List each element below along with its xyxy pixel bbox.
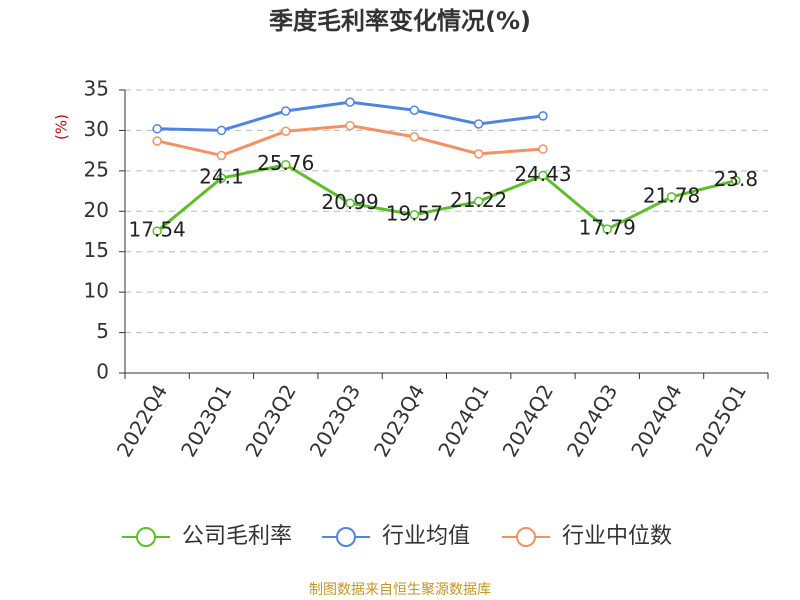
data-label: 24.43	[514, 162, 571, 186]
x-tick-label: 2024Q3	[562, 380, 622, 461]
chart-title: 季度毛利率变化情况(%)	[269, 7, 531, 35]
x-tick-label: 2023Q3	[305, 380, 365, 461]
data-label: 19.57	[386, 201, 443, 225]
data-point	[152, 124, 162, 134]
legend-label: 行业中位数	[562, 524, 672, 549]
legend-label: 行业均值	[382, 524, 470, 549]
y-tick-label: 5	[96, 319, 109, 343]
data-label: 20.99	[321, 190, 378, 214]
source-note: 制图数据来自恒生聚源数据库	[309, 582, 491, 598]
data-label: 21.78	[643, 183, 700, 207]
x-tick-label: 2024Q2	[498, 380, 558, 461]
data-label: 23.8	[714, 167, 759, 191]
data-label: 24.1	[199, 165, 244, 189]
data-point	[538, 111, 548, 121]
series-line	[156, 163, 737, 233]
data-point	[216, 150, 227, 161]
data-label: 17.79	[579, 216, 636, 240]
data-point	[281, 106, 291, 116]
x-tick-label: 2024Q4	[626, 380, 686, 461]
y-tick-label: 0	[96, 360, 109, 384]
x-tick-label: 2024Q1	[433, 380, 493, 461]
data-point	[409, 132, 420, 142]
data-point	[473, 196, 484, 207]
x-tick-label: 2023Q2	[240, 380, 300, 461]
data-point	[731, 175, 741, 186]
y-tick-label: 20	[84, 198, 109, 222]
legend-marker	[136, 527, 156, 547]
legend-label: 公司毛利率	[182, 524, 292, 549]
data-point	[281, 159, 291, 170]
data-point	[409, 210, 420, 220]
data-point	[473, 119, 484, 129]
x-tick-label: 2022Q4	[112, 380, 172, 461]
y-tick-label: 30	[84, 117, 109, 141]
data-point	[152, 226, 162, 236]
y-tick-label: 25	[84, 157, 109, 181]
data-point	[216, 173, 227, 183]
x-tick-label: 2023Q4	[369, 380, 429, 461]
data-point	[281, 126, 291, 136]
data-point	[538, 144, 548, 154]
legend-marker	[336, 527, 356, 547]
data-point	[666, 192, 677, 202]
y-tick-label: 15	[84, 238, 109, 262]
y-tick-label: 10	[84, 279, 109, 303]
data-point	[152, 136, 162, 146]
data-point	[538, 170, 548, 181]
data-label: 17.54	[129, 218, 186, 242]
data-point	[409, 105, 420, 115]
data-point	[602, 224, 612, 234]
x-tick-label: 2023Q1	[176, 380, 236, 461]
legend-marker	[516, 527, 536, 547]
data-point	[216, 125, 227, 136]
data-point	[345, 120, 355, 131]
data-point	[473, 149, 484, 159]
data-point	[345, 198, 355, 209]
y-tick-label: 35	[84, 77, 109, 101]
y-axis-label: (%)	[53, 114, 71, 140]
data-label: 21.22	[450, 188, 507, 212]
data-point	[345, 97, 355, 107]
data-label: 25.76	[257, 151, 314, 175]
x-tick-label: 2025Q1	[690, 380, 750, 461]
